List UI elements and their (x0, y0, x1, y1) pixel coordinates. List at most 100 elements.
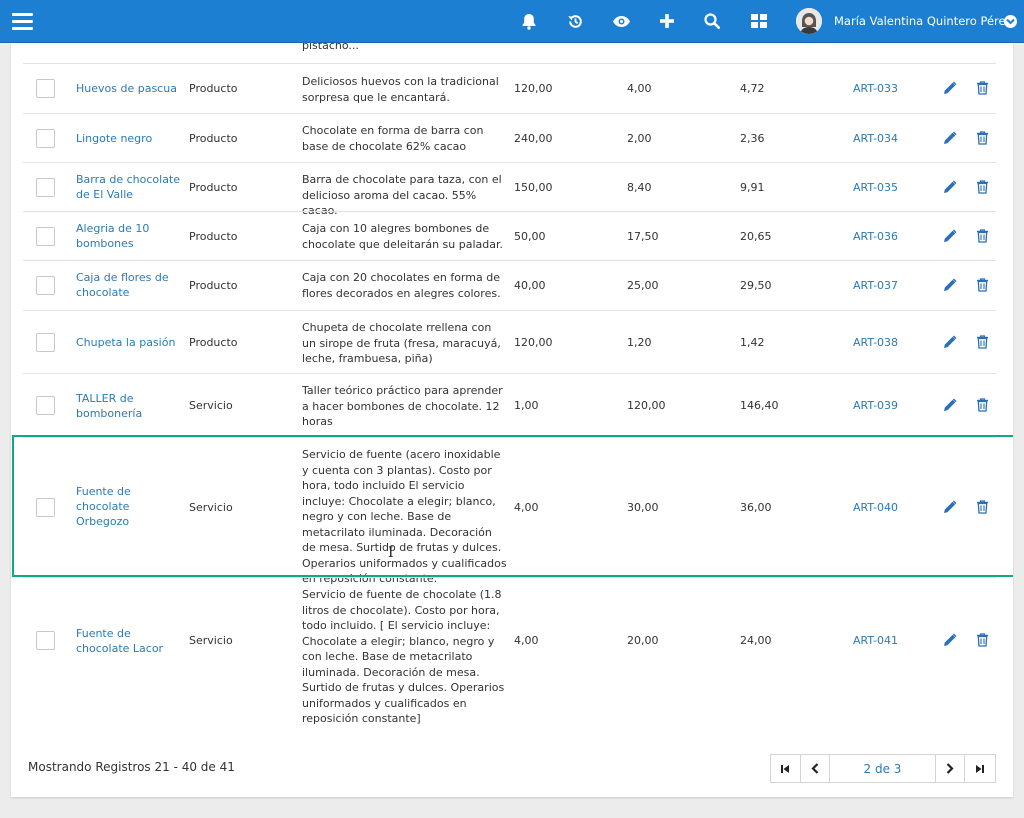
article-name-link[interactable]: Fuente de chocolate Orbegozo (76, 485, 131, 528)
previous-row-description: pistacho... (302, 43, 359, 52)
article-code-link[interactable]: ART-038 (853, 336, 899, 349)
article-price: 17,50 (627, 230, 659, 243)
edit-icon[interactable] (943, 278, 957, 292)
delete-icon[interactable] (976, 398, 989, 412)
article-description: Barra de chocolate para taza, con el del… (302, 173, 502, 217)
delete-icon[interactable] (976, 335, 989, 349)
first-page-button[interactable] (771, 755, 801, 782)
row-checkbox[interactable] (36, 333, 55, 352)
article-description: Deliciosos huevos con la tradicional sor… (302, 75, 499, 104)
article-quantity: 4,00 (514, 501, 539, 514)
article-price: 120,00 (627, 399, 666, 412)
article-name-link[interactable]: Lingote negro (76, 132, 153, 145)
history-icon[interactable] (565, 11, 585, 31)
grid-icon[interactable] (749, 11, 769, 31)
article-total: 146,40 (740, 399, 779, 412)
table-row[interactable]: Barra de chocolate de El Valle Producto Ba… (23, 162, 996, 217)
table-row[interactable]: Lingote negro Producto Chocolate en forma … (23, 113, 996, 162)
bell-icon[interactable] (519, 11, 539, 31)
article-code-link[interactable]: ART-039 (853, 399, 899, 412)
article-code-link[interactable]: ART-034 (853, 132, 899, 145)
table-row[interactable]: Caja de flores de chocolate Producto Caja … (23, 260, 996, 310)
next-page-icon (946, 763, 954, 774)
article-code-link[interactable]: ART-036 (853, 230, 899, 243)
article-name-link[interactable]: Caja de flores de chocolate (76, 271, 169, 299)
article-name-link[interactable]: Barra de chocolate de El Valle (76, 173, 181, 201)
edit-icon[interactable] (943, 81, 957, 95)
article-price: 1,20 (627, 336, 652, 349)
row-checkbox[interactable] (36, 79, 55, 98)
table-row[interactable]: Alegria de 10 bombones Producto Caja con 1… (23, 211, 996, 260)
table-row[interactable]: Fuente de chocolate Orbegozo Servicio Serv… (23, 437, 996, 585)
row-checkbox[interactable] (36, 227, 55, 246)
search-icon[interactable] (702, 11, 722, 31)
article-quantity: 120,00 (514, 336, 553, 349)
table-row[interactable]: TALLER de bombonería Servicio Taller teóri… (23, 373, 996, 437)
article-quantity: 50,00 (514, 230, 546, 243)
delete-icon[interactable] (976, 180, 989, 194)
article-description: Chocolate en forma de barra con base de … (302, 124, 484, 153)
delete-icon[interactable] (976, 633, 989, 647)
article-quantity: 40,00 (514, 279, 546, 292)
article-name-link[interactable]: Alegria de 10 bombones (76, 222, 150, 250)
article-price: 30,00 (627, 501, 659, 514)
article-description: Taller teórico práctico para aprender a … (302, 384, 503, 428)
row-checkbox[interactable] (36, 276, 55, 295)
article-code-link[interactable]: ART-037 (853, 279, 899, 292)
delete-icon[interactable] (976, 131, 989, 145)
article-name-link[interactable]: Chupeta la pasión (76, 336, 176, 349)
text-cursor-icon: I (388, 545, 394, 561)
next-page-button[interactable] (936, 755, 966, 782)
first-page-icon (781, 764, 790, 773)
table-row[interactable]: Chupeta la pasión Producto Chupeta de choc… (23, 310, 996, 373)
article-total: 1,42 (740, 336, 765, 349)
delete-icon[interactable] (976, 500, 989, 514)
edit-icon[interactable] (943, 335, 957, 349)
chevron-down-icon[interactable] (1004, 15, 1017, 28)
avatar[interactable] (796, 8, 822, 34)
table-row[interactable]: Fuente de chocolate Lacor Servicio Servici… (23, 577, 996, 725)
article-total: 9,91 (740, 181, 765, 194)
article-total: 4,72 (740, 82, 765, 95)
last-page-button[interactable] (965, 755, 995, 782)
article-code-link[interactable]: ART-035 (853, 181, 899, 194)
page-info[interactable]: 2 de 3 (830, 755, 936, 782)
prev-page-button[interactable] (801, 755, 831, 782)
row-checkbox[interactable] (36, 498, 55, 517)
edit-icon[interactable] (943, 229, 957, 243)
article-price: 20,00 (627, 634, 659, 647)
article-quantity: 150,00 (514, 181, 553, 194)
eye-icon[interactable] (611, 11, 631, 31)
menu-icon[interactable] (12, 13, 33, 30)
edit-icon[interactable] (943, 131, 957, 145)
user-name[interactable]: María Valentina Quintero Pérez (834, 14, 1012, 28)
delete-icon[interactable] (976, 229, 989, 243)
last-page-icon (976, 764, 985, 773)
delete-icon[interactable] (976, 278, 989, 292)
row-checkbox[interactable] (36, 396, 55, 415)
row-checkbox[interactable] (36, 631, 55, 650)
article-quantity: 1,00 (514, 399, 539, 412)
article-type: Servicio (189, 501, 233, 514)
article-code-link[interactable]: ART-040 (853, 501, 899, 514)
edit-icon[interactable] (943, 633, 957, 647)
article-name-link[interactable]: Huevos de pascua (76, 82, 177, 95)
row-checkbox[interactable] (36, 129, 55, 148)
plus-icon[interactable] (657, 11, 677, 31)
article-code-link[interactable]: ART-033 (853, 82, 899, 95)
edit-icon[interactable] (943, 398, 957, 412)
delete-icon[interactable] (976, 81, 989, 95)
edit-icon[interactable] (943, 500, 957, 514)
prev-page-icon (811, 763, 819, 774)
article-type: Producto (189, 336, 238, 349)
article-total: 2,36 (740, 132, 765, 145)
article-name-link[interactable]: TALLER de bombonería (76, 392, 143, 420)
row-checkbox[interactable] (36, 178, 55, 197)
article-code-link[interactable]: ART-041 (853, 634, 899, 647)
article-name-link[interactable]: Fuente de chocolate Lacor (76, 627, 164, 655)
article-quantity: 120,00 (514, 82, 553, 95)
table-row[interactable]: Huevos de pascua Producto Deliciosos huevo… (23, 63, 996, 113)
edit-icon[interactable] (943, 180, 957, 194)
article-total: 24,00 (740, 634, 772, 647)
article-total: 36,00 (740, 501, 772, 514)
